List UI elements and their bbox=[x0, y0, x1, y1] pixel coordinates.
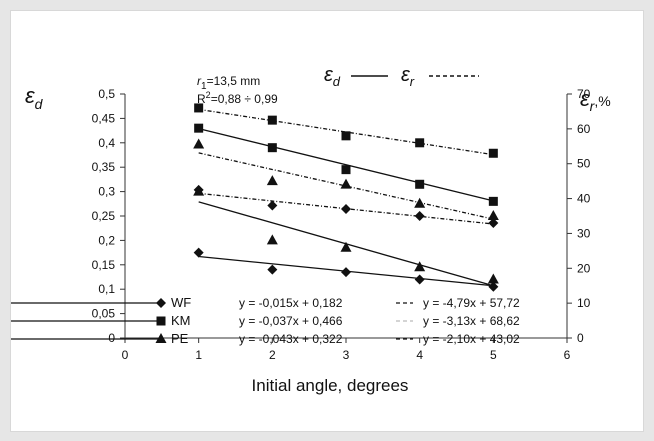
axes: 0 1 2 3 4 5 600,050,10,150,20,250,30,350,40,45… bbox=[92, 87, 591, 362]
legend-fit-r-pe: y = -2,10x + 43,02 bbox=[423, 332, 520, 346]
line-style-legend: εd εr bbox=[324, 64, 479, 89]
point-eps-d-pe bbox=[340, 241, 352, 252]
chart-panel: 0 1 2 3 4 5 6 0 0,05 0,1 0,15 0,2 0,25 0,3 0,35 0,4 0,45… bbox=[10, 10, 644, 432]
point-eps-d-km bbox=[488, 196, 498, 206]
point-eps-d-wf bbox=[414, 274, 425, 285]
point-eps-d-pe bbox=[266, 234, 278, 245]
legend-marker-wf bbox=[156, 298, 166, 308]
y-right-tick-label: 10 bbox=[577, 296, 591, 310]
point-eps-r-pe bbox=[193, 138, 205, 149]
y-right-tick-label: 60 bbox=[577, 122, 591, 136]
point-eps-r-km bbox=[488, 148, 498, 158]
point-eps-d-km bbox=[415, 179, 425, 189]
y-right-title: εr,% bbox=[580, 86, 611, 114]
legend-fit-r-wf: y = -4,79x + 57,72 bbox=[423, 296, 520, 310]
legend-fit-d-km: y = -0,037x + 0,466 bbox=[239, 314, 343, 328]
point-eps-r-pe bbox=[487, 210, 499, 220]
y-left-tick-label: 0,25 bbox=[92, 209, 116, 223]
trend-line-eps-r-wf bbox=[198, 192, 494, 225]
x-tick-label: 6 bbox=[564, 348, 571, 362]
point-eps-d-pe bbox=[193, 185, 205, 196]
point-eps-d-km bbox=[267, 143, 277, 153]
legend-name-pe: PE bbox=[171, 331, 189, 346]
y-left-tick-label: 0,05 bbox=[92, 307, 116, 321]
series-legend: WF y = -0,015x + 0,182 y = -4,79x + 57,72 K… bbox=[11, 295, 520, 346]
point-eps-r-wf bbox=[414, 211, 425, 221]
y-right-tick-label: 40 bbox=[577, 192, 591, 206]
data-points bbox=[193, 103, 499, 292]
point-eps-r-pe bbox=[340, 178, 352, 189]
point-eps-d-wf bbox=[488, 281, 499, 292]
legend-fit-r-km: y = -3,13x + 68,62 bbox=[423, 314, 520, 328]
point-eps-r-km bbox=[341, 131, 351, 141]
y-left-tick-label: 0,2 bbox=[98, 233, 115, 247]
legend-fit-d-pe: y = -0,043x + 0,322 bbox=[239, 332, 343, 346]
chart-svg: 0 1 2 3 4 5 600,050,10,150,20,250,30,350,40,45… bbox=[11, 64, 611, 395]
y-left-tick-label: 0,4 bbox=[98, 136, 115, 150]
point-eps-r-km bbox=[194, 103, 204, 113]
point-eps-d-km bbox=[194, 123, 204, 133]
x-tick-label: 2 bbox=[269, 348, 276, 362]
point-eps-d-km bbox=[341, 165, 351, 175]
legend-name-km: KM bbox=[171, 313, 191, 328]
x-tick-label: 3 bbox=[343, 348, 350, 362]
legend-marker-km bbox=[156, 316, 166, 326]
point-eps-r-wf bbox=[488, 217, 499, 228]
y-left-tick-label: 0,45 bbox=[92, 111, 116, 125]
point-eps-d-pe bbox=[414, 261, 426, 272]
y-left-tick-label: 0,3 bbox=[98, 185, 115, 199]
y-right-tick-label: 20 bbox=[577, 261, 591, 275]
legend-eps-d-label: εd bbox=[324, 64, 341, 89]
annotation-radius: r1=13,5 mm bbox=[197, 74, 260, 92]
x-axis-title: Initial angle, degrees bbox=[252, 376, 409, 395]
point-eps-r-km bbox=[267, 115, 277, 125]
point-eps-r-pe bbox=[414, 197, 426, 208]
y-left-tick-label: 0,5 bbox=[98, 87, 115, 101]
trend-line-eps-d-km bbox=[198, 128, 494, 202]
point-eps-r-pe bbox=[266, 175, 278, 186]
y-right-tick-label: 30 bbox=[577, 226, 591, 240]
annotation-r-squared: R2=0,88 ÷ 0,99 bbox=[197, 90, 278, 106]
x-tick-label: 4 bbox=[416, 348, 423, 362]
legend-fit-d-wf: y = -0,015x + 0,182 bbox=[239, 296, 343, 310]
point-eps-r-wf bbox=[341, 204, 351, 215]
y-right-tick-label: 70 bbox=[577, 87, 591, 101]
legend-marker-pe bbox=[155, 333, 167, 343]
point-eps-d-wf bbox=[267, 264, 278, 275]
legend-eps-r-label: εr bbox=[401, 64, 415, 89]
legend-name-wf: WF bbox=[171, 295, 191, 310]
x-tick-label: 1 bbox=[195, 348, 202, 362]
point-eps-d-wf bbox=[341, 267, 351, 278]
y-left-tick-label: 0 bbox=[108, 331, 115, 345]
y-left-title: εd bbox=[25, 83, 44, 112]
point-eps-d-pe bbox=[487, 273, 499, 284]
y-left-tick-label: 0,1 bbox=[98, 282, 115, 296]
y-right-tick-label: 0 bbox=[577, 331, 584, 345]
x-tick-label: 0 bbox=[122, 348, 129, 362]
x-tick-label: 5 bbox=[490, 348, 497, 362]
point-eps-r-wf bbox=[267, 200, 278, 211]
y-left-tick-label: 0,15 bbox=[92, 258, 116, 272]
point-eps-d-wf bbox=[193, 247, 204, 258]
point-eps-r-km bbox=[415, 138, 425, 148]
y-left-tick-label: 0,35 bbox=[92, 160, 116, 174]
y-right-tick-label: 50 bbox=[577, 157, 591, 171]
